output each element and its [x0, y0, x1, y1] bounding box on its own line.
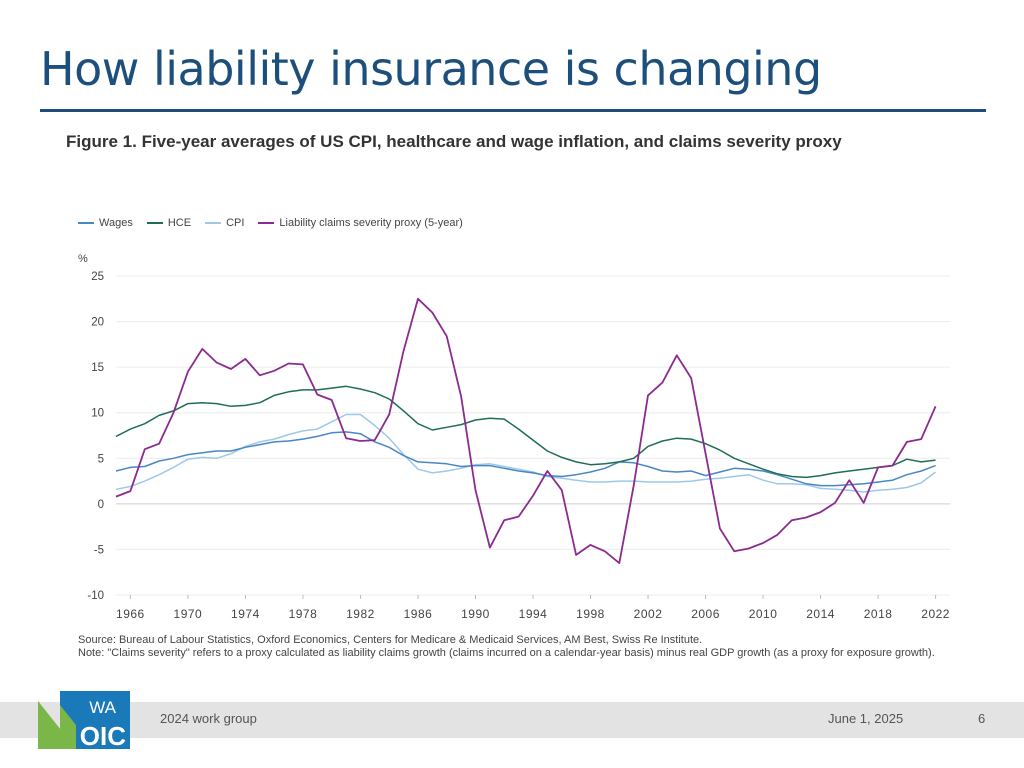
legend-label-wages: Wages — [99, 217, 133, 229]
x-tick-label: 1998 — [576, 607, 605, 621]
y-tick-label: 0 — [98, 499, 104, 511]
chart-source-note: Source: Bureau of Labour Statistics, Oxf… — [78, 634, 978, 660]
x-tick-label: 1974 — [231, 607, 260, 621]
page-number: 6 — [978, 711, 986, 726]
x-tick-label: 1978 — [289, 607, 318, 621]
logo-green-overlap — [60, 705, 76, 749]
x-tick-label: 1966 — [116, 607, 145, 621]
note-text: Note: "Claims severity" refers to a prox… — [78, 647, 935, 659]
x-tick-label: 1970 — [174, 607, 203, 621]
line-chart: 25 20 15 10 5 0 -5 -10 1966 1970 1974 1978 1982 1986 1… — [87, 271, 950, 621]
legend-swatch-cpi — [205, 222, 222, 224]
footer-bar — [0, 702, 1024, 738]
legend-item-claims: Liability claims severity proxy (5-year) — [258, 217, 463, 229]
x-tick-label: 2018 — [864, 607, 893, 621]
y-tick-label: -10 — [87, 590, 104, 602]
legend-swatch-claims — [258, 222, 275, 224]
chart-legend: Wages HCE CPI Liability claims severity … — [78, 217, 463, 229]
footer-group: 2024 work group — [160, 711, 257, 726]
footer-date: June 1, 2025 — [828, 711, 904, 726]
legend-swatch-wages — [78, 222, 94, 224]
legend-item-wages: Wages — [78, 217, 133, 229]
legend-item-cpi: CPI — [205, 217, 244, 229]
y-tick-label: -5 — [94, 544, 104, 556]
series-line-wages — [115, 431, 936, 487]
series-line-claims-severity — [115, 297, 937, 565]
figure-title: Figure 1. Five-year averages of US CPI, … — [66, 132, 842, 151]
title-divider — [40, 109, 986, 112]
series-line-cpi — [115, 413, 937, 493]
x-tick-label: 2014 — [806, 607, 835, 621]
x-tick-label: 2002 — [634, 607, 663, 621]
x-tick-label: 1990 — [461, 607, 490, 621]
x-tick-label: 1994 — [519, 607, 548, 621]
logo-oic-text: OIC — [80, 721, 126, 749]
series-line-hce — [115, 385, 936, 479]
legend-swatch-hce — [146, 222, 163, 224]
y-tick-label: 5 — [98, 453, 104, 465]
legend-label-hce: HCE — [167, 217, 192, 229]
y-tick-label: 20 — [91, 317, 104, 329]
slide-title: How liability insurance is changing — [40, 42, 822, 96]
x-tick-label: 2010 — [749, 607, 778, 621]
x-tick-label: 1986 — [404, 607, 433, 621]
logo-wa-text: WA — [89, 698, 116, 717]
source-text: Source: Bureau of Labour Statistics, Oxf… — [78, 634, 703, 646]
legend-label-cpi: CPI — [226, 217, 245, 229]
y-tick-label: 25 — [91, 271, 104, 283]
y-axis-unit-label: % — [78, 253, 88, 265]
legend-label-claims: Liability claims severity proxy (5-year) — [279, 217, 463, 229]
x-tick-label: 2006 — [691, 607, 720, 621]
y-tick-label: 10 — [91, 408, 104, 420]
x-tick-label: 2022 — [921, 607, 950, 621]
waoic-logo: WA OIC — [38, 691, 130, 749]
x-tick-label: 1982 — [346, 607, 375, 621]
y-tick-label: 15 — [91, 362, 104, 374]
legend-item-hce: HCE — [146, 217, 192, 229]
